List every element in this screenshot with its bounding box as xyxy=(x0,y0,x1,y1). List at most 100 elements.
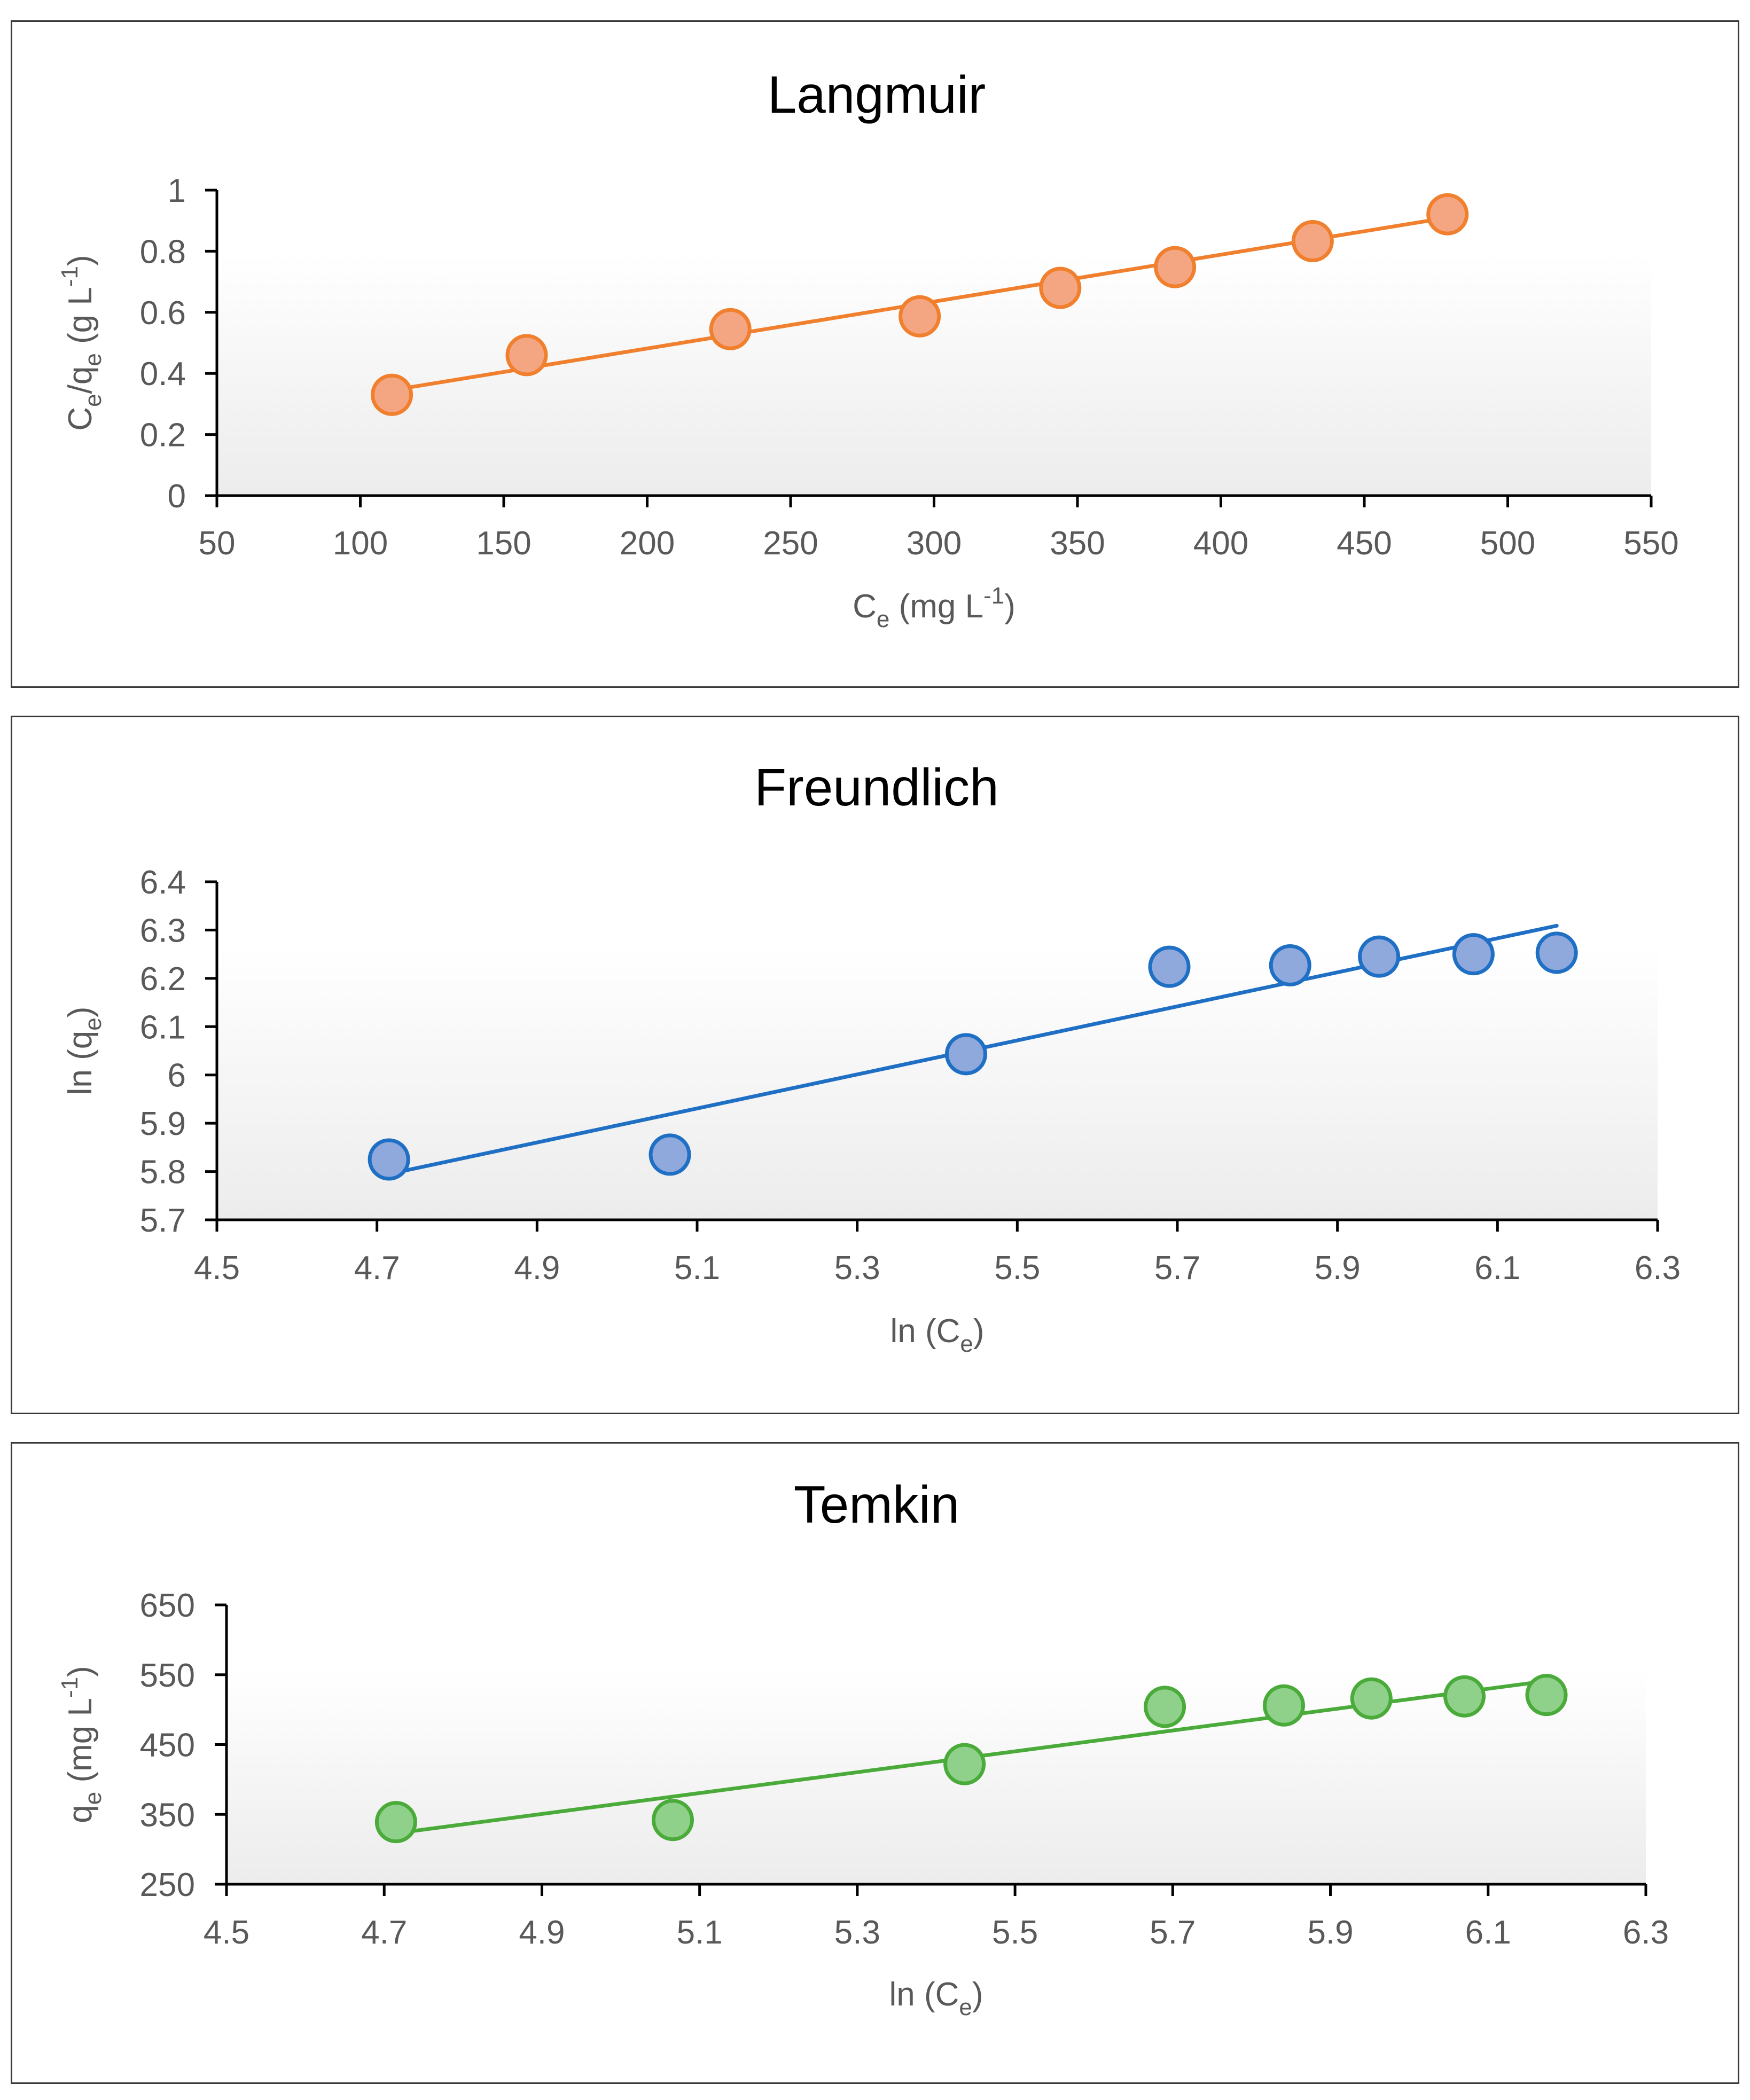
freundlich-plot-area xyxy=(217,946,1658,1220)
temkin-y-tick-label: 450 xyxy=(140,1727,195,1764)
langmuir-plot-area xyxy=(217,254,1651,496)
freundlich-data-point xyxy=(1269,944,1311,986)
temkin-y-tick-label: 650 xyxy=(140,1587,195,1624)
freundlich-y-tick-label: 6.1 xyxy=(140,1009,186,1046)
temkin-x-tick-label: 4.7 xyxy=(361,1914,407,1951)
freundlich-chart-panel: Freundlich 5.7 5.8 5.9 6 6.1 6.2 6.3 6.4 4.5 4.7 4.… xyxy=(11,716,1739,1414)
langmuir-x-tick-label: 250 xyxy=(763,525,818,562)
temkin-x-tick-label: 6.1 xyxy=(1465,1914,1511,1951)
temkin-x-tick-label: 4.5 xyxy=(204,1914,249,1951)
temkin-data-point xyxy=(1262,1684,1305,1727)
langmuir-data-point xyxy=(371,373,413,416)
langmuir-y-tick-label: 0.2 xyxy=(140,417,186,454)
freundlich-y-tick-label: 6.3 xyxy=(140,912,186,949)
temkin-chart-title: Temkin xyxy=(794,1475,959,1534)
freundlich-data-point xyxy=(1535,931,1578,974)
y-label-part: /q xyxy=(62,366,99,394)
temkin-y-tick-label: 350 xyxy=(140,1797,195,1833)
temkin-data-point xyxy=(651,1799,694,1842)
y-label-part: ) xyxy=(62,1666,99,1677)
temkin-x-tick-label: 6.3 xyxy=(1623,1914,1669,1951)
freundlich-x-tick-label: 6.3 xyxy=(1635,1250,1681,1287)
temkin-data-point xyxy=(1443,1675,1486,1718)
y-label-subscript: e xyxy=(80,1017,106,1030)
langmuir-x-tick-label: 150 xyxy=(476,525,531,562)
y-label-subscript: e xyxy=(80,1792,106,1805)
x-label-main: ln (C xyxy=(889,1976,959,2013)
y-label-part: (mg L xyxy=(62,1698,99,1792)
temkin-y-axis-label: qe (mg L-1) xyxy=(57,1666,106,1823)
langmuir-x-tick-label: 200 xyxy=(620,525,675,562)
y-label-part: q xyxy=(62,1805,99,1823)
freundlich-data-point xyxy=(1148,945,1191,988)
y-label-part: ) xyxy=(62,1007,99,1018)
freundlich-chart-title: Freundlich xyxy=(754,758,999,817)
langmuir-x-tick-label: 400 xyxy=(1193,525,1248,562)
langmuir-data-point xyxy=(505,334,548,377)
x-label-subscript: e xyxy=(960,1331,973,1357)
langmuir-x-tick-label: 100 xyxy=(333,525,388,562)
y-label-part: ) xyxy=(62,255,99,266)
temkin-x-tick-label: 5.1 xyxy=(677,1914,723,1951)
langmuir-y-tick-label: 1 xyxy=(168,173,186,209)
temkin-data-point xyxy=(1350,1677,1393,1720)
temkin-x-tick-label: 5.3 xyxy=(834,1914,880,1951)
freundlich-data-point xyxy=(1452,933,1495,976)
langmuir-data-point xyxy=(1291,220,1334,263)
freundlich-y-tick-label: 5.8 xyxy=(140,1154,186,1191)
langmuir-x-tick-label: 550 xyxy=(1623,525,1678,562)
y-label-part: C xyxy=(62,407,99,431)
freundlich-data-point xyxy=(944,1033,987,1076)
temkin-x-tick-label: 5.9 xyxy=(1307,1914,1353,1951)
x-label-unit-end: ) xyxy=(1004,588,1015,625)
temkin-data-point xyxy=(374,1801,417,1844)
langmuir-data-point xyxy=(1154,246,1197,288)
langmuir-x-tick-label: 50 xyxy=(199,525,236,562)
temkin-x-tick-label: 4.9 xyxy=(519,1914,565,1951)
freundlich-x-axis-label: ln (Ce) xyxy=(890,1313,984,1357)
freundlich-x-tick-label: 5.3 xyxy=(834,1250,880,1287)
temkin-chart-svg: Temkin 250 350 450 550 650 4.5 4.7 4.9 5.1 5.3 5.5 5… xyxy=(57,1475,1669,2020)
y-label-part: (g L xyxy=(62,287,99,353)
langmuir-x-tick-label: 350 xyxy=(1050,525,1105,562)
langmuir-y-tick-label: 0 xyxy=(168,478,186,515)
langmuir-y-axis-label: Ce/qe (g L-1) xyxy=(57,255,106,430)
freundlich-x-tick-label: 5.7 xyxy=(1154,1250,1200,1287)
freundlich-y-axis-label: ln (qe) xyxy=(62,1007,106,1095)
freundlich-y-tick-label: 6.2 xyxy=(140,961,186,998)
freundlich-x-tick-label: 5.5 xyxy=(994,1250,1040,1287)
y-label-subscript: e xyxy=(80,394,106,406)
temkin-data-point xyxy=(943,1743,986,1785)
temkin-y-tick-label: 250 xyxy=(140,1867,195,1903)
langmuir-y-tick-label: 0.8 xyxy=(140,233,186,270)
langmuir-data-point xyxy=(709,308,752,350)
x-label-main: C xyxy=(853,588,877,625)
freundlich-x-tick-label: 4.7 xyxy=(354,1250,400,1287)
temkin-data-point xyxy=(1144,1686,1186,1728)
freundlich-y-tick-label: 6 xyxy=(168,1057,186,1094)
temkin-data-point xyxy=(1525,1674,1568,1717)
freundlich-data-point xyxy=(1358,935,1401,978)
freundlich-y-tick-label: 6.4 xyxy=(140,864,186,901)
langmuir-x-axis-label: Ce (mg L-1) xyxy=(853,583,1015,632)
y-label-subscript: e xyxy=(80,353,106,366)
freundlich-x-tick-label: 6.1 xyxy=(1474,1250,1520,1287)
langmuir-x-tick-label: 300 xyxy=(907,525,962,562)
y-label-part: ln (q xyxy=(62,1031,99,1095)
langmuir-data-point xyxy=(1426,193,1469,236)
temkin-x-axis-label: ln (Ce) xyxy=(889,1976,983,2020)
y-label-superscript: -1 xyxy=(57,1677,83,1698)
x-label-superscript: -1 xyxy=(983,583,1004,609)
freundlich-data-point xyxy=(649,1133,691,1176)
temkin-chart-panel: Temkin 250 350 450 550 650 4.5 4.7 4.9 5.1 5.3 5.5 5… xyxy=(11,1442,1739,2084)
langmuir-y-tick-label: 0.6 xyxy=(140,295,186,332)
x-label-unit: (mg L xyxy=(889,588,983,625)
freundlich-y-tick-label: 5.7 xyxy=(140,1202,186,1239)
langmuir-chart-title: Langmuir xyxy=(768,65,986,124)
freundlich-chart-svg: Freundlich 5.7 5.8 5.9 6 6.1 6.2 6.3 6.4 4.5 4.7 4.… xyxy=(62,758,1681,1357)
temkin-x-tick-label: 5.7 xyxy=(1150,1914,1196,1951)
langmuir-x-tick-label: 500 xyxy=(1480,525,1535,562)
freundlich-x-tick-label: 5.1 xyxy=(674,1250,720,1287)
freundlich-x-tick-label: 4.9 xyxy=(514,1250,560,1287)
langmuir-data-point xyxy=(1039,267,1082,309)
